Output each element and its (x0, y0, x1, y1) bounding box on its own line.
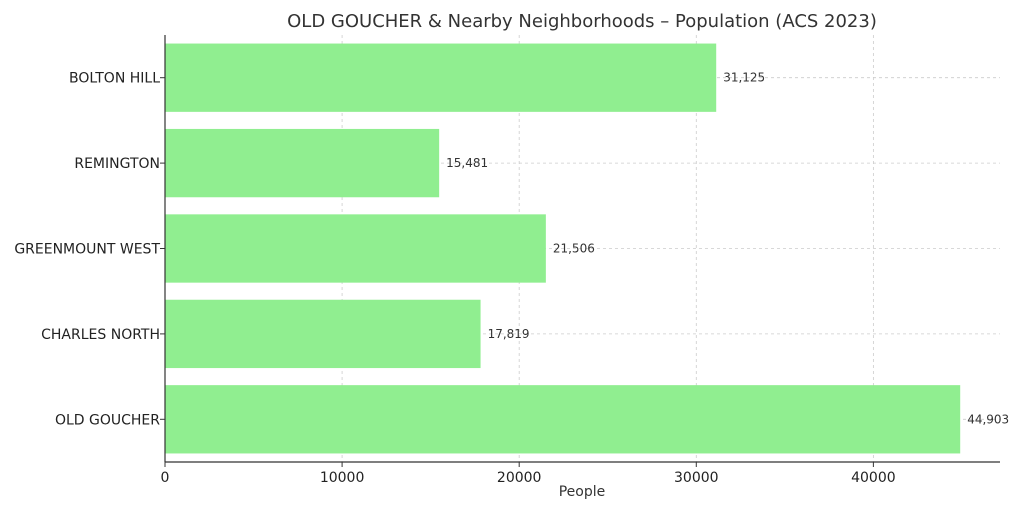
bar-value-label: 31,125 (723, 71, 765, 85)
category-label: GREENMOUNT WEST (14, 242, 160, 258)
category-label: BOLTON HILL (69, 71, 160, 87)
x-axis-label: People (559, 484, 606, 500)
bar-value-label: 17,819 (488, 327, 530, 341)
bar (165, 299, 481, 369)
bars-layer: 31,125 15,481 21,506 17,819 44,903 (165, 43, 1009, 454)
x-tick-label: 30000 (674, 470, 719, 486)
bar-value-label: 15,481 (446, 156, 488, 170)
x-tick-label: 10000 (320, 470, 365, 486)
x-tick-label: 40000 (851, 470, 896, 486)
category-label: CHARLES NORTH (41, 327, 160, 343)
x-tick-label: 20000 (497, 470, 542, 486)
category-label: REMINGTON (74, 156, 160, 172)
x-tick-label: 0 (161, 470, 170, 486)
category-label: OLD GOUCHER (55, 412, 160, 428)
bar (165, 385, 961, 454)
bar (165, 214, 546, 283)
bar-value-label: 44,903 (967, 412, 1009, 426)
bar (165, 128, 440, 198)
axes-layer: BOLTON HILL REMINGTON GREENMOUNT WEST CHARL… (14, 35, 1000, 486)
chart-title: OLD GOUCHER & Nearby Neighborhoods – Pop… (287, 11, 877, 32)
bar (165, 43, 717, 112)
bar-value-label: 21,506 (553, 242, 595, 256)
